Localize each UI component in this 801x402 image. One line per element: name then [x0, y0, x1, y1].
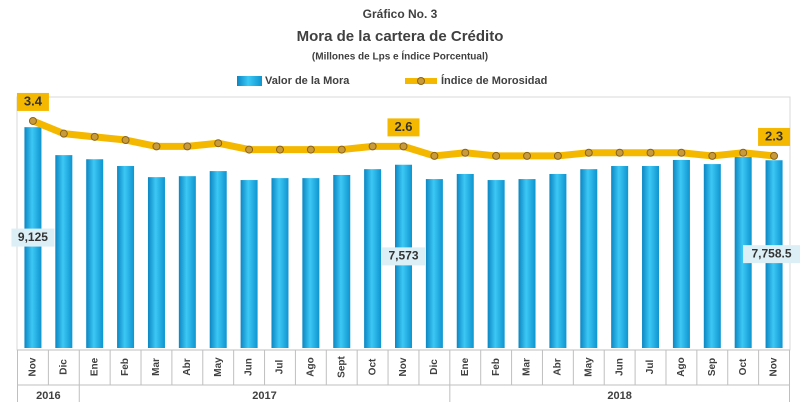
- line-marker: [368, 142, 377, 151]
- x-tick-label: Sep: [707, 358, 718, 376]
- line-marker: [121, 136, 130, 145]
- line-marker: [214, 139, 223, 148]
- x-tick-label: Ago: [676, 357, 687, 376]
- data-label-box: [758, 127, 791, 146]
- line-marker: [152, 142, 161, 151]
- x-tick-label: Oct: [738, 358, 749, 375]
- data-label-box: [387, 118, 420, 137]
- x-tick-label: May: [583, 357, 594, 377]
- bar: [611, 166, 629, 348]
- x-tick-label: Dic: [58, 359, 69, 375]
- bar: [302, 178, 320, 348]
- bar: [117, 166, 135, 348]
- legend-label: Índice de Morosidad: [441, 74, 547, 87]
- data-label-box: [11, 228, 55, 247]
- line-marker: [523, 151, 532, 160]
- data-label: 7,758.5: [751, 246, 791, 260]
- bar: [425, 179, 443, 348]
- bar: [518, 179, 536, 348]
- legend-swatch: [237, 76, 262, 86]
- x-tick-label: Sept: [336, 355, 347, 377]
- line-marker: [584, 148, 593, 157]
- bar: [209, 171, 227, 348]
- line-marker: [646, 148, 655, 157]
- bar: [364, 169, 382, 348]
- line-marker: [399, 142, 408, 151]
- line-marker: [677, 148, 686, 157]
- year-label: 2016: [36, 390, 60, 402]
- line-marker: [245, 145, 254, 154]
- legend-swatch: [417, 77, 425, 85]
- data-label-box: [16, 92, 49, 111]
- line-marker: [708, 151, 717, 160]
- data-label: 2.6: [394, 119, 412, 134]
- chart-title: Gráfico No. 3: [363, 7, 438, 21]
- line-marker: [183, 142, 192, 151]
- chart-note: (Millones de Lps e Índice Porcentual): [312, 50, 488, 63]
- line-marker: [59, 129, 68, 138]
- data-label: 7,573: [388, 249, 418, 263]
- x-tick-label: Feb: [491, 358, 502, 376]
- x-tick-label: Mar: [151, 358, 162, 376]
- line-marker: [553, 151, 562, 160]
- bar: [55, 155, 73, 348]
- line-marker: [461, 148, 470, 157]
- x-tick-label: Jul: [645, 360, 656, 375]
- line-marker: [430, 151, 439, 160]
- line-marker: [28, 116, 37, 125]
- x-tick-label: Abr: [553, 358, 564, 375]
- bar: [487, 180, 505, 348]
- x-tick-label: Dic: [429, 359, 440, 375]
- data-label: 9,125: [18, 230, 48, 244]
- line-marker: [615, 148, 624, 157]
- bar: [456, 174, 474, 348]
- x-tick-label: Ene: [460, 357, 471, 376]
- bar: [271, 178, 289, 348]
- bar: [333, 174, 351, 348]
- chart-subtitle: Mora de la cartera de Crédito: [297, 28, 504, 45]
- line-marker: [275, 145, 284, 154]
- bar: [642, 166, 660, 348]
- data-label: 3.4: [24, 93, 43, 108]
- year-label: 2018: [607, 390, 631, 402]
- x-tick-label: Abr: [182, 358, 193, 375]
- line-marker: [337, 145, 346, 154]
- x-tick-label: Jul: [275, 360, 286, 375]
- bar: [86, 159, 104, 348]
- line-marker: [306, 145, 315, 154]
- line-marker: [90, 132, 99, 141]
- year-label: 2017: [252, 390, 276, 402]
- x-tick-label: Nov: [769, 357, 780, 376]
- bar: [703, 164, 721, 348]
- data-label-box: [743, 245, 800, 264]
- x-tick-label: Nov: [28, 357, 39, 376]
- x-tick-label: Mar: [522, 358, 533, 376]
- bar: [549, 174, 567, 348]
- line-marker: [492, 151, 501, 160]
- bar: [240, 180, 258, 348]
- legend-label: Valor de la Mora: [265, 75, 350, 87]
- x-tick-label: Ago: [306, 357, 317, 376]
- x-tick-label: Oct: [367, 358, 378, 375]
- x-tick-label: May: [213, 357, 224, 377]
- data-label: 2.3: [765, 128, 783, 143]
- bar: [178, 176, 196, 348]
- line-marker: [770, 151, 779, 160]
- x-tick-label: Jun: [614, 358, 625, 376]
- x-tick-label: Nov: [398, 357, 409, 376]
- x-tick-label: Ene: [89, 357, 100, 376]
- line-marker: [739, 148, 748, 157]
- data-label-box: [382, 247, 425, 266]
- x-tick-label: Jun: [244, 358, 255, 376]
- x-tick-label: Feb: [120, 358, 131, 376]
- bar: [672, 159, 690, 348]
- bar: [147, 177, 165, 348]
- bar: [580, 169, 598, 348]
